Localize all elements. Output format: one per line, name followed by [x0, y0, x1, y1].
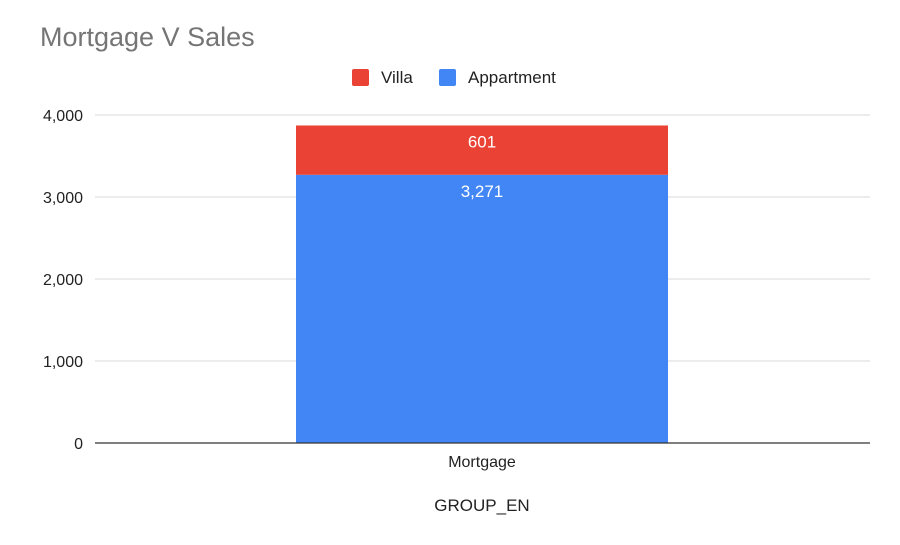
y-tick-label: 4,000 — [43, 108, 83, 125]
legend-label-villa: Villa — [381, 68, 413, 87]
legend-swatch-villa — [352, 69, 369, 86]
x-tick-label: Mortgage — [448, 454, 516, 471]
y-tick-label: 3,000 — [43, 190, 83, 207]
data-label-villa: 601 — [468, 132, 496, 151]
legend-label-appartment: Appartment — [468, 68, 556, 87]
data-label-appartment: 3,271 — [461, 182, 504, 201]
bar-segment-appartment — [296, 174, 668, 443]
chart-title: Mortgage V Sales — [40, 22, 255, 52]
bars — [296, 125, 668, 443]
y-tick-label: 0 — [74, 436, 83, 453]
y-tick-label: 2,000 — [43, 272, 83, 289]
legend: Villa Appartment — [352, 68, 556, 87]
bar-segment-villa — [296, 125, 668, 175]
legend-swatch-appartment — [439, 69, 456, 86]
x-axis-title: GROUP_EN — [434, 496, 529, 515]
y-tick-label: 1,000 — [43, 354, 83, 371]
x-axis-tick-labels: Mortgage — [448, 454, 516, 471]
data-labels: 3,271 601 — [461, 132, 504, 200]
y-axis-tick-labels: 0 1,000 2,000 3,000 4,000 — [43, 108, 83, 453]
